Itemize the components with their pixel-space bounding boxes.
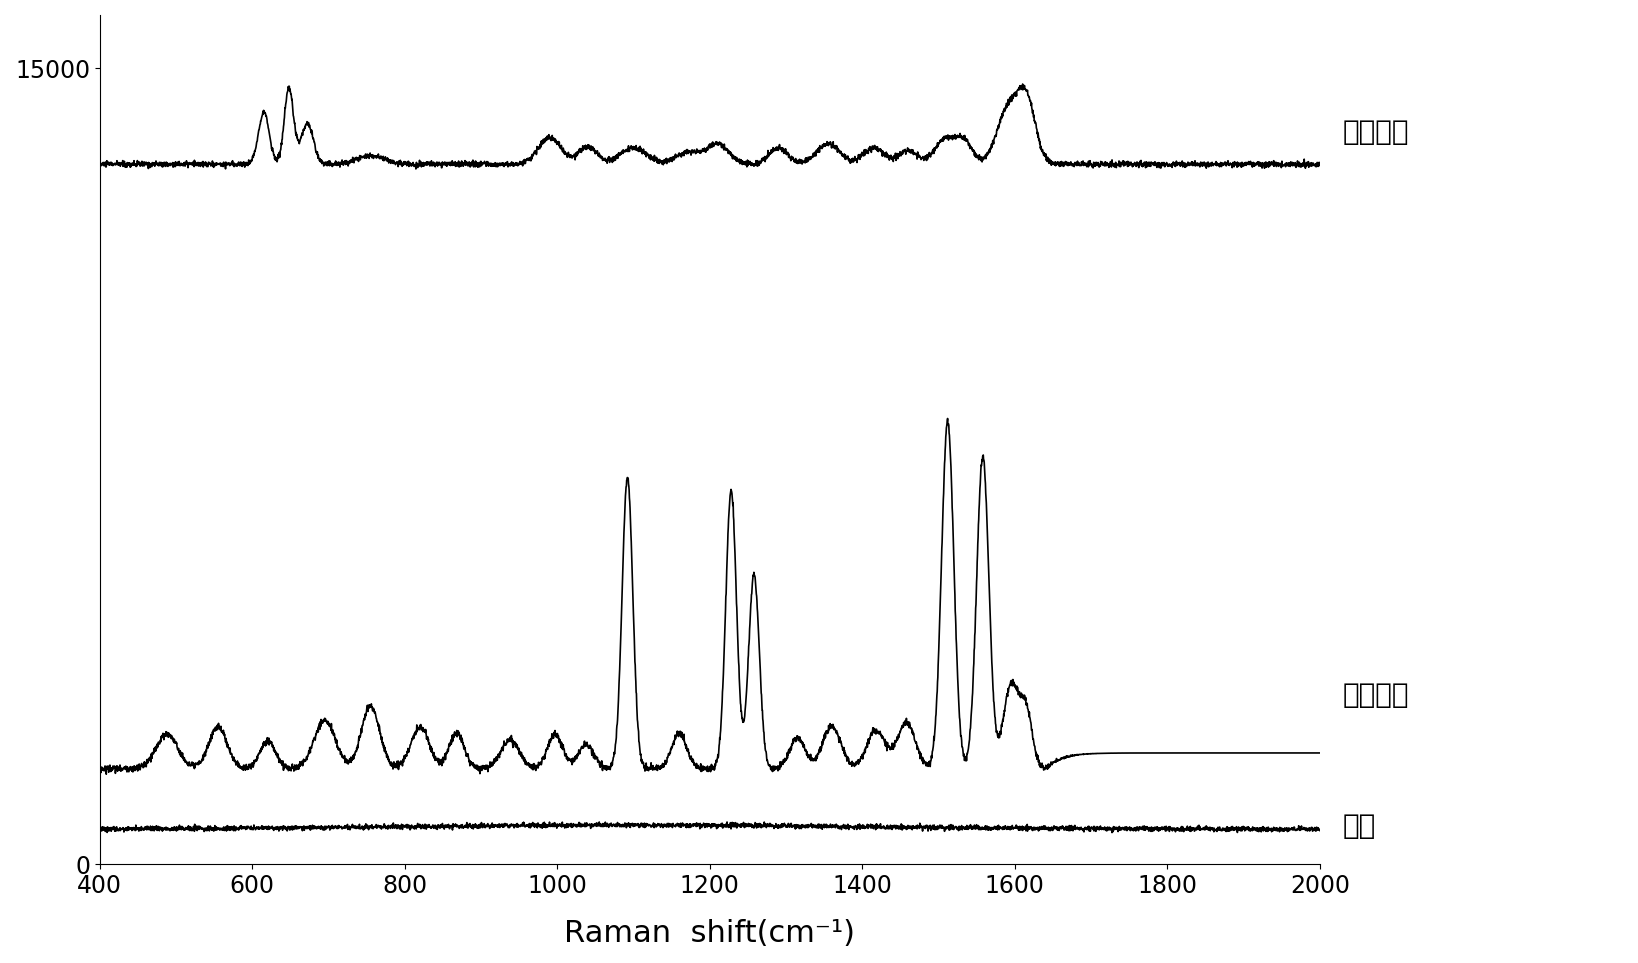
X-axis label: Raman  shift(cm⁻¹): Raman shift(cm⁻¹) — [565, 919, 855, 948]
Text: 咐咀美辛: 咐咀美辛 — [1343, 681, 1409, 709]
Text: 空白: 空白 — [1343, 812, 1376, 841]
Text: 氨基比林: 氨基比林 — [1343, 117, 1409, 145]
